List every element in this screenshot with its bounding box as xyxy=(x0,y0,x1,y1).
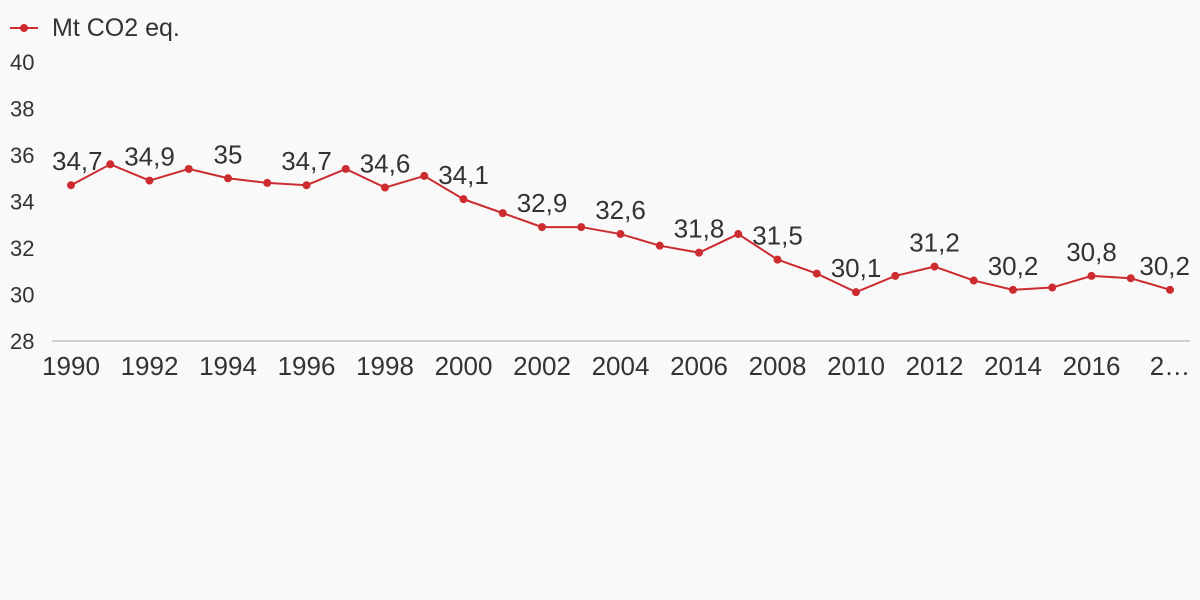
y-tick-label: 34 xyxy=(10,190,34,215)
data-point[interactable] xyxy=(852,288,860,297)
x-tick-label: 2006 xyxy=(670,351,728,381)
data-label: 30,1 xyxy=(831,253,882,283)
x-tick-label: 2004 xyxy=(592,351,650,381)
data-label: 30,2 xyxy=(1139,251,1190,281)
data-label: 32,6 xyxy=(595,195,646,225)
x-tick-label: 2016 xyxy=(1063,351,1121,381)
x-tick-label: 2008 xyxy=(749,351,807,381)
data-point[interactable] xyxy=(263,178,272,187)
y-tick-label: 38 xyxy=(10,97,34,122)
data-point[interactable] xyxy=(145,176,154,185)
data-label: 35 xyxy=(214,139,243,169)
data-point[interactable] xyxy=(224,174,232,183)
data-point[interactable] xyxy=(773,255,782,264)
y-axis: 28 30 32 34 36 38 40 xyxy=(10,50,34,354)
data-point[interactable] xyxy=(1048,283,1057,292)
data-point[interactable] xyxy=(930,262,939,271)
x-tick-label: 2014 xyxy=(984,351,1042,381)
x-tick-label: 2… xyxy=(1150,351,1190,381)
data-point[interactable] xyxy=(106,160,115,169)
data-point[interactable] xyxy=(616,230,625,239)
data-point[interactable] xyxy=(67,181,75,190)
data-point[interactable] xyxy=(577,223,586,232)
data-point[interactable] xyxy=(734,230,743,239)
data-point[interactable] xyxy=(969,276,978,285)
data-point[interactable] xyxy=(1126,274,1135,283)
data-labels: 34,7 34,9 35 34,7 34,6 34,1 32,9 32,6 31,8 31,5 30… xyxy=(52,139,1190,283)
data-point[interactable] xyxy=(655,241,664,250)
data-label: 30,2 xyxy=(988,251,1039,281)
x-tick-label: 1994 xyxy=(199,351,257,381)
x-tick-label: 1990 xyxy=(42,351,100,381)
data-label: 30,8 xyxy=(1066,237,1117,267)
x-tick-label: 1996 xyxy=(278,351,336,381)
data-label: 34,7 xyxy=(281,146,332,176)
data-label: 34,1 xyxy=(438,160,489,190)
data-point[interactable] xyxy=(891,271,900,280)
legend-label: Mt CO2 eq. xyxy=(52,14,180,42)
y-tick-label: 28 xyxy=(10,329,34,354)
data-label: 32,9 xyxy=(517,188,568,218)
x-tick-label: 1992 xyxy=(121,351,179,381)
data-label: 31,5 xyxy=(752,221,803,251)
data-point[interactable] xyxy=(498,209,507,218)
data-label: 31,2 xyxy=(909,228,960,258)
y-tick-label: 32 xyxy=(10,236,34,261)
data-point[interactable] xyxy=(459,195,468,204)
data-point[interactable] xyxy=(184,164,193,173)
data-point[interactable] xyxy=(1009,285,1017,294)
data-point[interactable] xyxy=(812,269,821,278)
y-tick-label: 36 xyxy=(10,143,34,168)
data-point[interactable] xyxy=(302,181,311,190)
data-point[interactable] xyxy=(538,223,546,232)
data-point[interactable] xyxy=(381,183,389,192)
data-label: 34,9 xyxy=(124,142,175,172)
y-tick-label: 40 xyxy=(10,50,34,75)
data-point[interactable] xyxy=(695,248,703,257)
data-point[interactable] xyxy=(420,171,429,180)
data-point[interactable] xyxy=(1166,285,1174,294)
data-label: 34,7 xyxy=(52,146,103,176)
y-tick-label: 30 xyxy=(10,283,34,308)
x-axis: 1990 1992 1994 1996 1998 2000 2002 2004 2006 2008… xyxy=(42,351,1190,381)
x-tick-label: 1998 xyxy=(356,351,414,381)
legend-marker xyxy=(20,24,28,32)
data-label: 31,8 xyxy=(674,214,725,244)
data-point[interactable] xyxy=(1087,271,1096,280)
x-tick-label: 2010 xyxy=(827,351,885,381)
x-tick-label: 2000 xyxy=(435,351,493,381)
data-point[interactable] xyxy=(341,164,350,173)
series-mt-co2 xyxy=(67,160,1174,297)
x-tick-label: 2002 xyxy=(513,351,571,381)
legend[interactable]: Mt CO2 eq. xyxy=(10,14,180,42)
data-label: 34,6 xyxy=(360,149,411,179)
x-tick-label: 2012 xyxy=(906,351,964,381)
